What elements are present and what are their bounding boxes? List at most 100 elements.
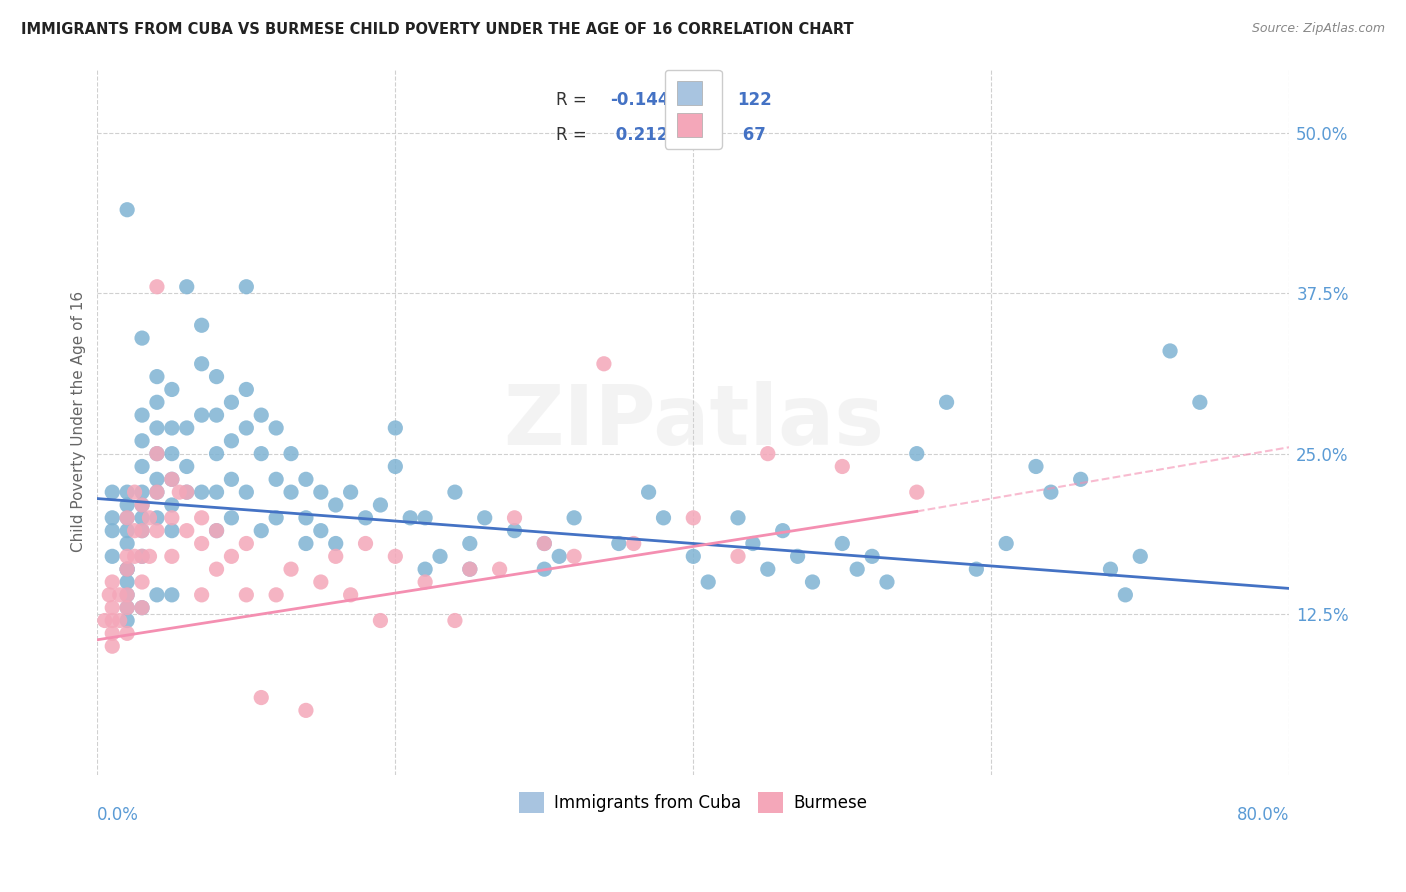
Point xyxy=(205,447,228,461)
Point xyxy=(124,485,146,500)
Point xyxy=(131,459,153,474)
Point xyxy=(235,485,257,500)
Point xyxy=(1188,395,1211,409)
Point xyxy=(160,498,183,512)
Point xyxy=(325,536,347,550)
Point xyxy=(1129,549,1152,564)
Point xyxy=(101,485,124,500)
Point xyxy=(146,524,169,538)
Text: R =: R = xyxy=(557,91,592,109)
Point xyxy=(146,395,169,409)
Point xyxy=(458,562,481,576)
Point xyxy=(264,588,287,602)
Point xyxy=(727,549,749,564)
Text: R =: R = xyxy=(557,126,592,144)
Point xyxy=(801,574,824,589)
Point xyxy=(250,690,273,705)
Point xyxy=(131,574,153,589)
Point xyxy=(115,588,138,602)
Point xyxy=(115,574,138,589)
Point xyxy=(115,485,138,500)
Point xyxy=(131,331,153,345)
Point xyxy=(309,574,332,589)
Point xyxy=(1099,562,1122,576)
Point xyxy=(831,536,853,550)
Point xyxy=(339,588,361,602)
Point xyxy=(160,421,183,435)
Point xyxy=(548,549,571,564)
Point xyxy=(176,485,198,500)
Point xyxy=(399,511,422,525)
Point xyxy=(682,549,704,564)
Point xyxy=(339,485,361,500)
Point xyxy=(131,434,153,448)
Point xyxy=(250,447,273,461)
Point xyxy=(101,626,124,640)
Point xyxy=(831,459,853,474)
Point xyxy=(413,511,436,525)
Point xyxy=(160,472,183,486)
Text: IMMIGRANTS FROM CUBA VS BURMESE CHILD POVERTY UNDER THE AGE OF 16 CORRELATION CH: IMMIGRANTS FROM CUBA VS BURMESE CHILD PO… xyxy=(21,22,853,37)
Point xyxy=(413,562,436,576)
Point xyxy=(98,588,121,602)
Point xyxy=(741,536,763,550)
Text: 0.0%: 0.0% xyxy=(97,806,139,824)
Point xyxy=(370,614,392,628)
Point xyxy=(160,511,183,525)
Point xyxy=(250,408,273,422)
Point xyxy=(221,472,243,486)
Point xyxy=(176,485,198,500)
Point xyxy=(131,408,153,422)
Point xyxy=(124,524,146,538)
Point xyxy=(115,511,138,525)
Point xyxy=(1070,472,1092,486)
Point xyxy=(190,536,212,550)
Point xyxy=(488,562,510,576)
Point xyxy=(160,447,183,461)
Point xyxy=(131,600,153,615)
Point xyxy=(115,524,138,538)
Point xyxy=(221,511,243,525)
Point xyxy=(115,588,138,602)
Point xyxy=(444,614,467,628)
Point xyxy=(458,536,481,550)
Point xyxy=(131,524,153,538)
Point xyxy=(860,549,883,564)
Point xyxy=(115,562,138,576)
Point xyxy=(101,524,124,538)
Point xyxy=(786,549,808,564)
Point xyxy=(264,511,287,525)
Point xyxy=(727,511,749,525)
Point xyxy=(623,536,645,550)
Point xyxy=(250,524,273,538)
Point xyxy=(280,485,302,500)
Point xyxy=(146,447,169,461)
Point xyxy=(637,485,659,500)
Point xyxy=(235,383,257,397)
Point xyxy=(652,511,675,525)
Point xyxy=(205,485,228,500)
Point xyxy=(101,574,124,589)
Point xyxy=(295,703,318,717)
Point xyxy=(965,562,987,576)
Point xyxy=(384,459,406,474)
Point xyxy=(995,536,1018,550)
Text: ZIPatlas: ZIPatlas xyxy=(503,381,884,462)
Point xyxy=(115,536,138,550)
Point xyxy=(280,562,302,576)
Point xyxy=(235,536,257,550)
Point xyxy=(115,511,138,525)
Point xyxy=(138,511,160,525)
Point xyxy=(413,574,436,589)
Text: N =: N = xyxy=(682,126,728,144)
Point xyxy=(115,562,138,576)
Point xyxy=(562,549,585,564)
Point xyxy=(190,511,212,525)
Point xyxy=(131,524,153,538)
Point xyxy=(160,549,183,564)
Point xyxy=(146,472,169,486)
Point xyxy=(101,600,124,615)
Point xyxy=(131,549,153,564)
Point xyxy=(131,549,153,564)
Point xyxy=(221,395,243,409)
